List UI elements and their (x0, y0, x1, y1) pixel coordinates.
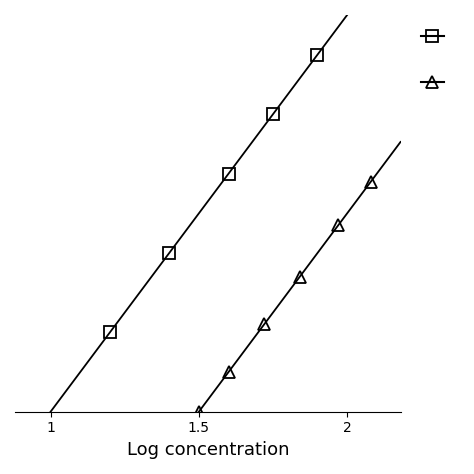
Legend: , : , (415, 23, 462, 100)
X-axis label: Log concentration: Log concentration (127, 441, 289, 459)
